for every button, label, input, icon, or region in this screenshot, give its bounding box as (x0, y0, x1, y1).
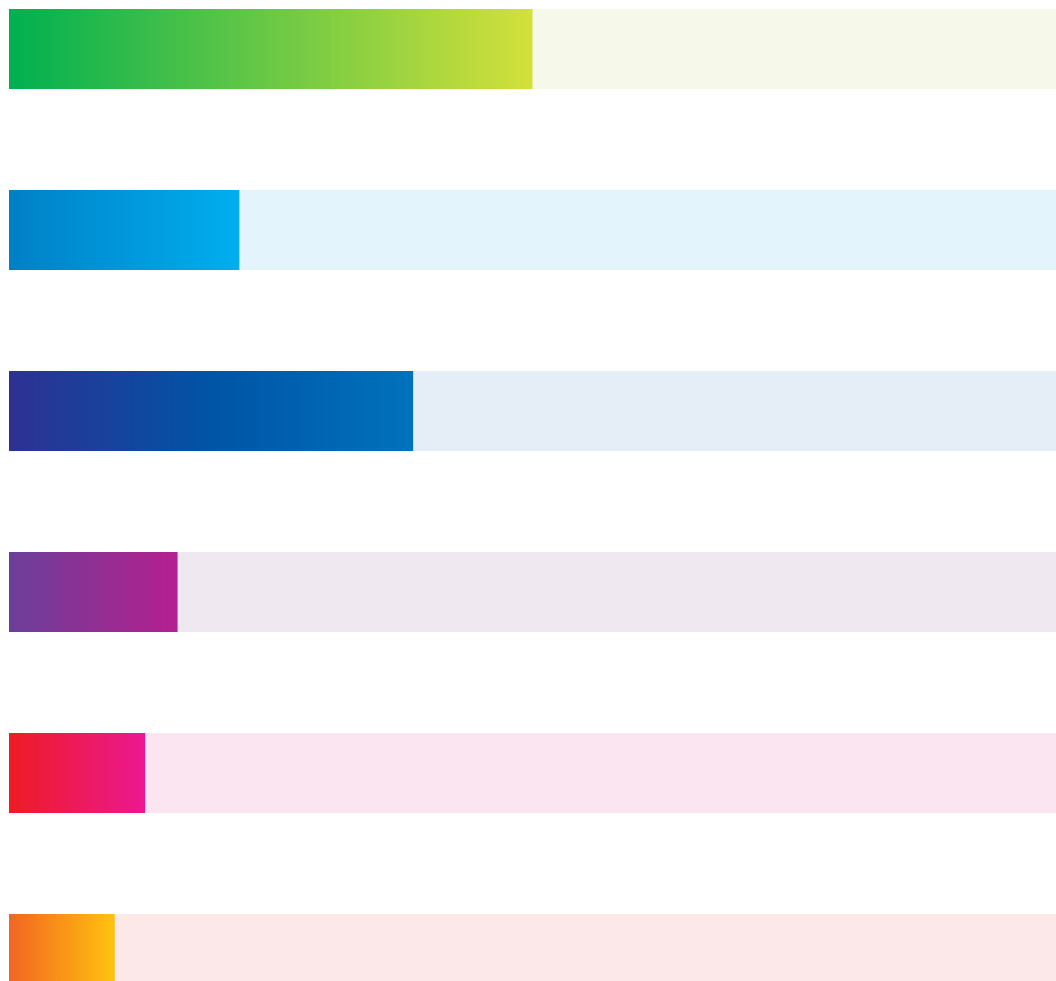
bar-row-1 (9, 9, 1056, 89)
bar-row-3 (9, 371, 1056, 451)
bar-row-2 (9, 190, 1056, 270)
bar-3 (9, 371, 414, 451)
bar-1 (9, 9, 533, 89)
bar-row-5 (9, 733, 1056, 813)
bar-5 (9, 733, 146, 813)
bar-row-6 (9, 914, 1056, 981)
bar-4 (9, 552, 178, 632)
bar-row-4 (9, 552, 1056, 632)
bar-2 (9, 190, 240, 270)
bar-6 (9, 914, 115, 981)
bar-track-5 (9, 733, 1056, 813)
bar-track-4 (9, 552, 1056, 632)
bars-layer (9, 9, 1056, 981)
bar-track-6 (9, 914, 1056, 981)
